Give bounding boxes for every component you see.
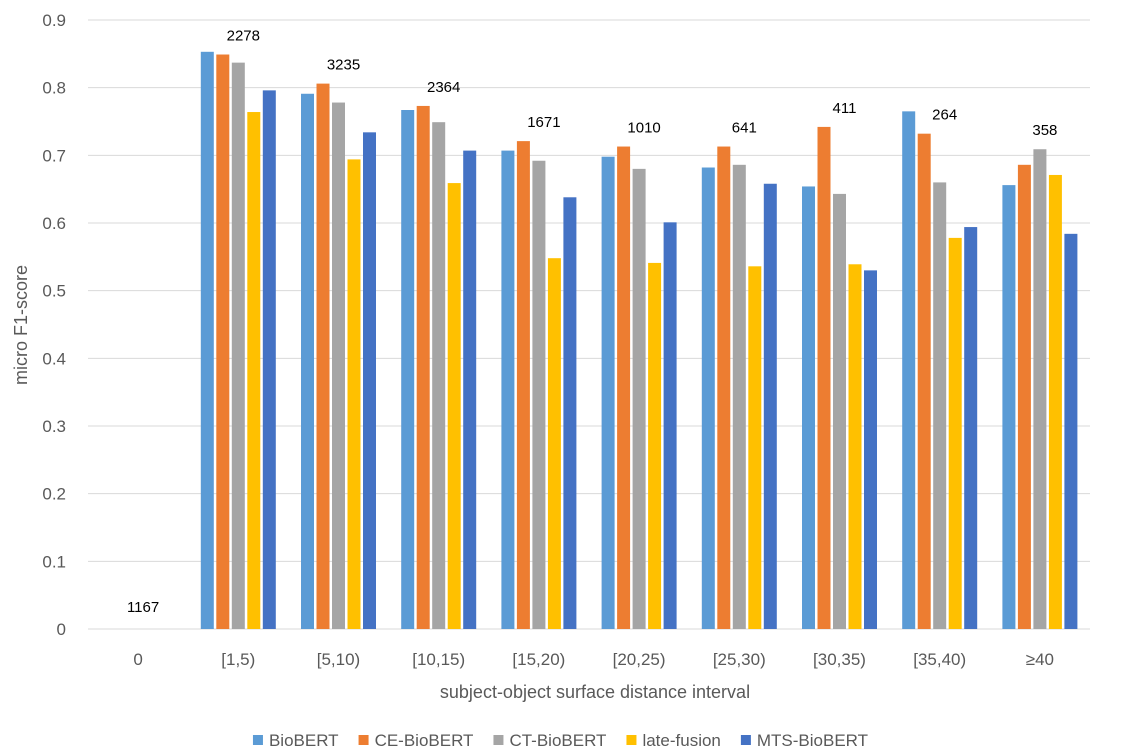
y-tick-label: 0.3 <box>42 417 66 436</box>
x-tick-label: 0 <box>133 650 142 669</box>
x-tick-label: ≥40 <box>1026 650 1054 669</box>
bar <box>964 227 978 629</box>
legend-label: MTS-BioBERT <box>757 731 868 750</box>
legend-swatch <box>626 735 637 745</box>
x-tick-label: [30,35) <box>813 650 866 669</box>
count-label: 264 <box>932 107 957 124</box>
x-tick-label: [20,25) <box>613 650 666 669</box>
legend-label: late-fusion <box>642 731 720 750</box>
bar <box>416 105 430 629</box>
bar <box>262 90 276 630</box>
bar <box>247 112 261 629</box>
bar <box>648 262 662 629</box>
bar <box>848 264 862 629</box>
bar <box>547 258 561 629</box>
bar <box>933 182 947 629</box>
count-label: 1671 <box>527 114 560 131</box>
y-tick-label: 0.1 <box>42 552 66 571</box>
bar <box>1002 185 1016 630</box>
count-label: 641 <box>732 120 757 137</box>
bar <box>701 167 715 629</box>
bar <box>1064 233 1078 629</box>
y-tick-label: 0.5 <box>42 282 66 301</box>
x-tick-label: [25,30) <box>713 650 766 669</box>
legend-swatch <box>493 735 504 745</box>
bar <box>817 126 831 629</box>
count-label: 3235 <box>327 57 360 74</box>
y-tick-label: 0.2 <box>42 485 66 504</box>
y-tick-label: 0.4 <box>42 349 66 368</box>
y-tick-label: 0.9 <box>42 11 66 30</box>
bar <box>200 51 214 630</box>
bar <box>717 146 731 630</box>
bar <box>447 183 461 629</box>
legend-swatch <box>252 735 263 745</box>
x-tick-label: [5,10) <box>317 650 360 669</box>
bar <box>516 141 530 629</box>
x-axis-title: subject-object surface distance interval <box>440 682 750 702</box>
bar <box>864 270 877 629</box>
x-tick-label: [35,40) <box>913 650 966 669</box>
x-tick-label: [1,5) <box>221 650 255 669</box>
bar <box>917 133 931 629</box>
bar <box>833 193 846 629</box>
count-label: 2278 <box>227 28 260 45</box>
bar <box>763 183 777 629</box>
count-label: 1010 <box>627 120 660 137</box>
count-labels: 1167 2278 3235 2364 1671 1010 641 411 264 358 <box>127 28 1057 617</box>
bar <box>663 222 677 629</box>
count-label: 1167 <box>127 599 159 616</box>
legend-swatch <box>740 735 751 745</box>
bar <box>363 132 376 629</box>
bar <box>1017 164 1031 629</box>
y-tick-label: 0.8 <box>42 79 66 98</box>
bar <box>231 62 245 629</box>
y-tick-label: 0 <box>57 620 66 639</box>
legend-label: CT-BioBERT <box>509 731 606 750</box>
y-axis-title: micro F1-score <box>11 265 31 385</box>
bar <box>432 122 446 630</box>
bar <box>632 168 646 629</box>
y-axis-ticks: 0 0.1 0.2 0.3 0.4 0.5 0.6 0.7 0.8 0.9 <box>42 11 66 639</box>
bar <box>1048 174 1062 629</box>
bar <box>902 111 916 630</box>
bar <box>347 159 361 629</box>
bars <box>200 51 1078 630</box>
x-tick-label: [15,20) <box>512 650 565 669</box>
legend: BioBERT CE-BioBERT CT-BioBERT late-fusion MT… <box>252 731 868 750</box>
bar <box>463 150 477 629</box>
bar <box>802 186 815 629</box>
y-tick-label: 0.6 <box>42 214 66 233</box>
count-label: 2364 <box>427 79 460 96</box>
bar <box>732 164 746 629</box>
bar <box>948 237 962 629</box>
count-label: 358 <box>1032 122 1057 139</box>
bar <box>216 54 230 629</box>
bar <box>563 197 577 630</box>
bar <box>332 102 345 630</box>
bar <box>532 160 546 629</box>
x-axis-ticks: 0 [1,5) [5,10) [10,15) [15,20) [20,25) [25,30)… <box>133 650 1054 669</box>
legend-swatch <box>358 735 369 745</box>
bar <box>301 93 314 629</box>
bar <box>501 150 515 629</box>
bar <box>401 110 415 629</box>
y-tick-label: 0.7 <box>42 146 66 165</box>
x-tick-label: [10,15) <box>412 650 465 669</box>
legend-label: BioBERT <box>269 731 339 750</box>
count-label: 411 <box>833 100 857 117</box>
bar <box>601 156 615 629</box>
bar <box>748 266 762 629</box>
bar <box>617 146 631 630</box>
bar <box>1033 149 1047 630</box>
legend-label: CE-BioBERT <box>375 731 474 750</box>
bar <box>316 83 330 630</box>
